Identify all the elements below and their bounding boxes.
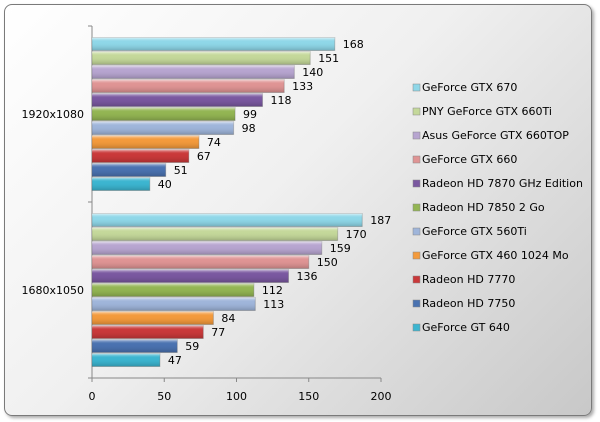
x-tick-label: 50 [157, 390, 171, 403]
bar-highlight [92, 339, 178, 353]
bar-highlight [92, 107, 236, 121]
data-label: 187 [370, 214, 391, 227]
bar-highlight [92, 177, 150, 191]
bar-highlight [92, 135, 199, 149]
legend-swatch [412, 203, 421, 212]
legend-swatch [412, 227, 421, 236]
data-label: 99 [243, 108, 257, 121]
data-label: 159 [330, 242, 351, 255]
legend-label: Radeon HD 7770 [422, 273, 515, 286]
bar-highlight [92, 325, 204, 339]
legend-label: Asus GeForce GTX 660TOP [422, 129, 569, 142]
data-label: 118 [271, 94, 292, 107]
legend-label: GeForce GT 640 [422, 321, 510, 334]
data-label: 40 [158, 178, 172, 191]
legend-swatch [412, 107, 421, 116]
bar-highlight [92, 37, 335, 51]
bar-highlight [92, 311, 214, 325]
legend-swatch [412, 299, 421, 308]
data-label: 84 [221, 312, 235, 325]
bar-highlight [92, 269, 289, 283]
bar-highlight [92, 297, 256, 311]
data-label: 170 [346, 228, 367, 241]
data-label: 136 [297, 270, 318, 283]
bar-highlight [92, 213, 363, 227]
category-label: 1680x1050 [22, 284, 85, 297]
data-label: 74 [207, 136, 221, 149]
legend-swatch [412, 323, 421, 332]
data-label: 77 [211, 326, 225, 339]
bar-highlight [92, 149, 189, 163]
data-label: 51 [174, 164, 188, 177]
category-label: 1920x1080 [22, 108, 85, 121]
bar-highlight [92, 65, 295, 79]
data-label: 151 [318, 52, 339, 65]
legend-swatch [412, 275, 421, 284]
data-label: 112 [262, 284, 283, 297]
legend-label: GeForce GTX 660 [422, 153, 517, 166]
data-label: 133 [292, 80, 313, 93]
legend-label: GeForce GTX 560Ti [422, 225, 527, 238]
legend-swatch [412, 251, 421, 260]
data-label: 140 [302, 66, 323, 79]
legend-label: Radeon HD 7850 2 Go [422, 201, 545, 214]
data-label: 150 [317, 256, 338, 269]
x-tick-label: 200 [371, 390, 392, 403]
bar-highlight [92, 51, 311, 65]
x-tick-label: 100 [226, 390, 247, 403]
legend-swatch [412, 179, 421, 188]
legend-label: GeForce GTX 670 [422, 81, 517, 94]
bar-highlight [92, 283, 254, 297]
legend-label: Radeon HD 7750 [422, 297, 515, 310]
legend-label: GeForce GTX 460 1024 Mo [422, 249, 569, 262]
legend-swatch [412, 83, 421, 92]
data-label: 59 [185, 340, 199, 353]
legend-swatch [412, 131, 421, 140]
data-label: 47 [168, 354, 182, 367]
x-tick-label: 0 [89, 390, 96, 403]
data-label: 113 [263, 298, 284, 311]
legend-label: PNY GeForce GTX 660Ti [422, 105, 552, 118]
bar-highlight [92, 121, 234, 135]
data-label: 168 [343, 38, 364, 51]
x-tick-label: 150 [298, 390, 319, 403]
chart-frame: 0 50 100 150 200 1920x1080 168 151 140 133 118 99 98… [4, 4, 592, 416]
bar-highlight [92, 79, 285, 93]
bar-highlight [92, 163, 166, 177]
bar-highlight [92, 227, 338, 241]
legend-swatch [412, 155, 421, 164]
bar-highlight [92, 241, 322, 255]
bar-highlight [92, 255, 309, 269]
bar-highlight [92, 353, 160, 367]
data-label: 98 [242, 122, 256, 135]
data-label: 67 [197, 150, 211, 163]
bar-highlight [92, 93, 263, 107]
legend-label: Radeon HD 7870 GHz Edition [422, 177, 583, 190]
